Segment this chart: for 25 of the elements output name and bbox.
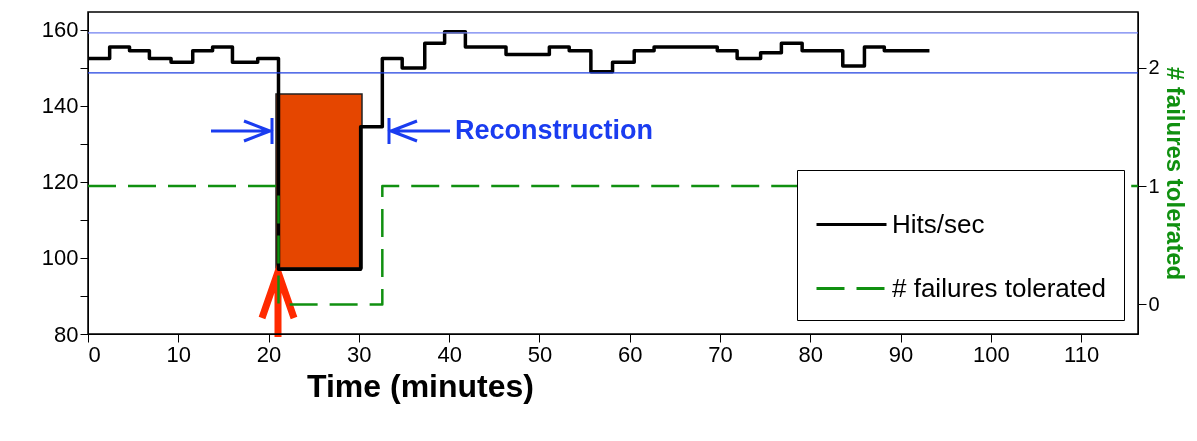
y-tick-label: 100 — [41, 245, 79, 271]
x-tick-label: 70 — [708, 341, 733, 367]
x-tick-label: 80 — [798, 341, 824, 367]
y2-axis-title: # failures tolerated — [1161, 66, 1189, 281]
y-tick-label: 120 — [41, 169, 79, 195]
x-tick-label: 110 — [1064, 341, 1100, 367]
x-axis-title: Time (minutes) — [307, 367, 534, 404]
y-tick-label: 80 — [54, 321, 79, 347]
x-tick-label: 40 — [437, 341, 462, 367]
x-tick-label: 30 — [347, 341, 372, 367]
y2-tick-label: 0 — [1148, 292, 1160, 315]
y2-tick-label: 2 — [1148, 56, 1160, 79]
x-tick-label: 100 — [972, 341, 1010, 367]
y-tick-label: 160 — [41, 17, 79, 43]
x-tick-label: 0 — [88, 341, 101, 367]
x-tick-label: 60 — [617, 341, 643, 367]
y-tick-label: 140 — [41, 93, 79, 119]
x-tick-label: 90 — [888, 341, 914, 367]
x-tick-label: 10 — [166, 341, 192, 367]
legend-label: # failures tolerated — [892, 272, 1106, 303]
legend-label: Hits/sec — [892, 208, 985, 239]
y2-tick-label: 1 — [1148, 174, 1160, 197]
x-tick-label: 50 — [527, 341, 553, 367]
annotation: Reconstruction — [455, 115, 654, 145]
x-tick-label: 20 — [256, 341, 282, 367]
